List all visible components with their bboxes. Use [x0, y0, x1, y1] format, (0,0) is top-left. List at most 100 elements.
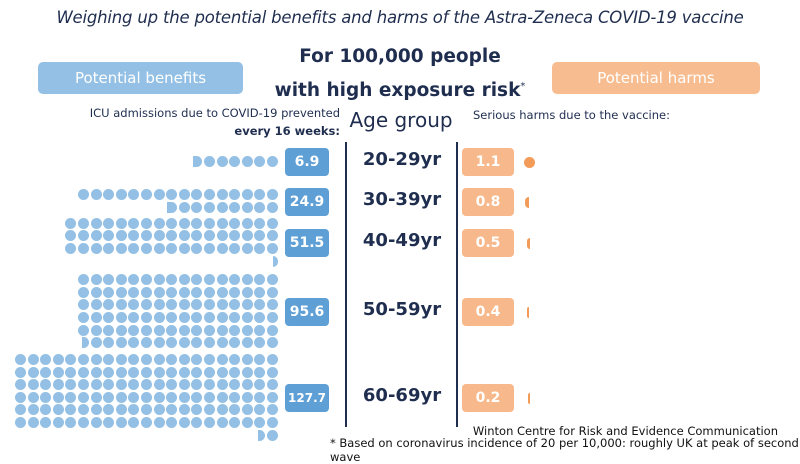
benefit-dot — [128, 353, 140, 365]
benefit-dot — [191, 337, 203, 349]
benefit-dot — [103, 366, 115, 378]
benefit-dot — [178, 230, 190, 242]
benefit-dot — [78, 189, 89, 201]
harm-dot — [526, 237, 530, 249]
benefit-dot — [254, 337, 266, 349]
benefit-dot — [103, 353, 115, 365]
benefit-value-label: 127.7 — [285, 384, 329, 412]
benefit-dot — [128, 337, 140, 349]
benefit-dot — [166, 243, 178, 254]
benefit-dot — [216, 366, 228, 378]
benefit-dot — [153, 324, 165, 336]
benefit-dot — [78, 243, 89, 254]
benefit-dot — [241, 274, 253, 286]
age-label: 30-39yr — [362, 189, 442, 210]
benefit-dot — [178, 337, 190, 349]
benefit-dot — [254, 286, 266, 298]
benefits-subheading: ICU admissions due to COVID-19 prevented… — [40, 104, 340, 140]
benefit-dot — [178, 366, 190, 378]
benefit-dot — [153, 353, 165, 365]
benefit-dot — [40, 416, 52, 428]
benefit-dot — [141, 299, 152, 311]
benefit-dot — [241, 286, 253, 298]
benefit-dot — [267, 391, 278, 403]
benefit-dot — [153, 404, 165, 416]
benefit-dot — [166, 391, 178, 403]
benefit-value-label: 24.9 — [285, 188, 329, 216]
benefit-dot — [40, 379, 52, 391]
benefit-dot — [204, 202, 215, 213]
benefit-dot — [229, 202, 241, 213]
benefit-dot — [267, 404, 278, 416]
benefit-dot — [153, 366, 165, 378]
benefit-dot — [191, 391, 203, 403]
benefit-dot — [272, 255, 278, 267]
benefit-dot — [241, 416, 253, 428]
benefit-dot — [254, 274, 266, 286]
benefit-dot — [254, 404, 266, 416]
benefit-dot — [166, 299, 178, 311]
harm-value-label: 0.4 — [462, 298, 514, 326]
benefit-dot — [254, 243, 266, 254]
benefit-dot — [128, 286, 140, 298]
benefit-dot — [191, 416, 203, 428]
benefit-dot — [204, 337, 215, 349]
benefit-dot — [153, 337, 165, 349]
benefit-dot — [90, 230, 102, 242]
benefit-dot — [191, 274, 203, 286]
benefit-dot — [65, 379, 77, 391]
benefit-dot — [115, 353, 127, 365]
benefit-dot — [267, 189, 278, 201]
benefit-dot — [27, 366, 39, 378]
benefit-dot — [90, 243, 102, 254]
benefit-dot — [178, 324, 190, 336]
harm-value-label: 0.5 — [462, 229, 514, 257]
benefit-dot — [191, 217, 203, 229]
benefit-dot — [191, 189, 203, 201]
benefit-dot — [166, 286, 178, 298]
benefit-dot — [204, 312, 215, 323]
benefit-dot — [78, 230, 89, 242]
benefits-sub-line-1: ICU admissions due to COVID-19 prevented — [89, 106, 340, 120]
benefit-dot — [204, 274, 215, 286]
benefit-dot — [229, 391, 241, 403]
benefit-dot — [141, 286, 152, 298]
benefit-dot — [229, 366, 241, 378]
benefit-dot — [78, 353, 89, 365]
benefit-dot — [166, 324, 178, 336]
benefit-dot — [103, 217, 115, 229]
benefit-dot — [229, 286, 241, 298]
benefit-dot — [115, 312, 127, 323]
benefit-dot — [90, 337, 102, 349]
benefit-dot — [178, 391, 190, 403]
benefit-dot — [191, 286, 203, 298]
benefit-dot — [204, 416, 215, 428]
benefit-dot — [115, 189, 127, 201]
benefit-dot — [241, 312, 253, 323]
benefit-dot — [254, 312, 266, 323]
benefit-dot — [241, 243, 253, 254]
benefit-dot — [191, 299, 203, 311]
footnote: * Based on coronavirus incidence of 20 p… — [330, 436, 799, 464]
divider-right — [456, 142, 458, 427]
benefit-dot — [229, 379, 241, 391]
benefit-dot — [15, 416, 26, 428]
harm-dot — [524, 156, 535, 168]
benefits-header: Potential benefits — [38, 62, 243, 94]
benefit-dot — [27, 416, 39, 428]
benefit-dot — [216, 324, 228, 336]
benefit-dot — [90, 189, 102, 201]
benefit-dot — [103, 312, 115, 323]
benefit-dot — [82, 337, 89, 349]
benefit-dot — [78, 217, 89, 229]
harm-value-label: 1.1 — [462, 148, 514, 176]
subtitle-line-1: For 100,000 people — [299, 46, 501, 67]
benefit-dot — [40, 391, 52, 403]
benefit-dot — [241, 379, 253, 391]
benefit-dot — [65, 416, 77, 428]
benefit-dot — [229, 155, 241, 167]
benefit-dot — [153, 379, 165, 391]
benefit-dot — [103, 404, 115, 416]
benefit-dot — [229, 299, 241, 311]
benefit-dot — [204, 286, 215, 298]
